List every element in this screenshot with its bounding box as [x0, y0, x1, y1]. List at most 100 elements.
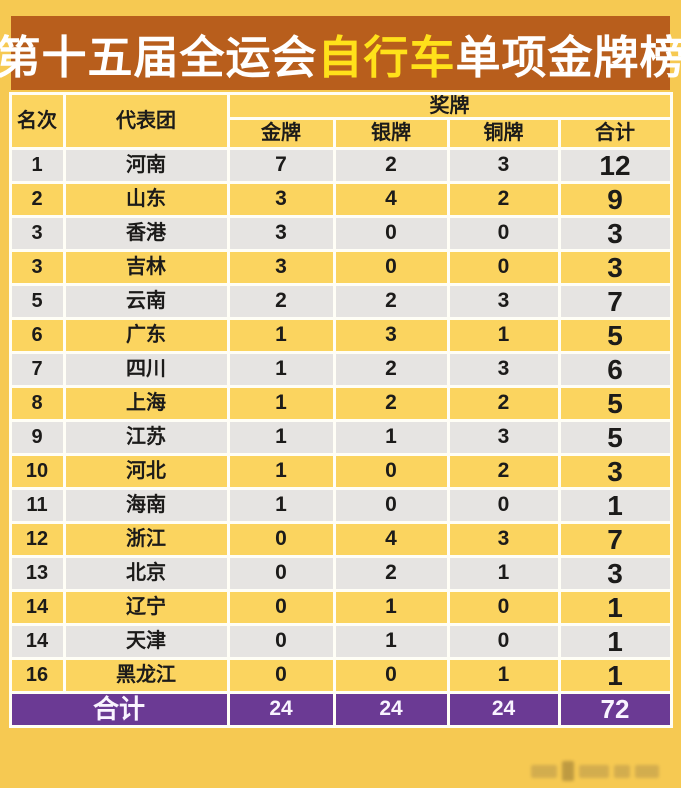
- footer-label: 合计: [11, 694, 227, 725]
- gold-cell: 0: [229, 592, 333, 623]
- header-sub-row: 金牌 银牌 铜牌 合计: [12, 120, 670, 147]
- gold-cell: 1: [229, 490, 333, 521]
- bronze-cell: 3: [449, 354, 558, 385]
- gold-cell: 7: [229, 150, 333, 181]
- bronze-cell: 0: [449, 592, 558, 623]
- delegation-cell: 四川: [65, 354, 227, 385]
- gold-cell: 1: [229, 354, 333, 385]
- footer-bronze-total: 24: [449, 694, 558, 725]
- total-cell: 1: [560, 592, 670, 623]
- header-rank: 名次: [11, 95, 63, 147]
- silver-cell: 0: [335, 218, 447, 249]
- bronze-cell: 3: [449, 422, 558, 453]
- delegation-cell: 海南: [65, 490, 227, 521]
- gold-cell: 1: [229, 456, 333, 487]
- gold-cell: 3: [229, 218, 333, 249]
- delegation-cell: 香港: [65, 218, 227, 249]
- table-body: 1 河南 7 2 3 12 2 山东 3 4 2 9 3 香港 3 0 0 3 …: [11, 150, 670, 691]
- table-row: 1 河南 7 2 3 12: [11, 150, 670, 181]
- header-medals-group: 奖牌: [229, 95, 670, 117]
- silver-cell: 2: [335, 150, 447, 181]
- bronze-cell: 2: [449, 456, 558, 487]
- rank-cell: 11: [11, 490, 63, 521]
- gold-cell: 1: [229, 388, 333, 419]
- footer-row: 合计 24 24 24 72: [11, 694, 670, 725]
- bronze-cell: 0: [449, 252, 558, 283]
- bronze-cell: 0: [449, 490, 558, 521]
- rank-cell: 6: [11, 320, 63, 351]
- table-row: 2 山东 3 4 2 9: [11, 184, 670, 215]
- delegation-cell: 河南: [65, 150, 227, 181]
- rank-cell: 5: [11, 286, 63, 317]
- rank-cell: 9: [11, 422, 63, 453]
- header-total: 合计: [560, 120, 670, 147]
- table-footer: 合计 24 24 24 72: [11, 694, 670, 725]
- table-row: 13 北京 0 2 1 3: [11, 558, 670, 589]
- total-cell: 1: [560, 626, 670, 657]
- table-row: 12 浙江 0 4 3 7: [11, 524, 670, 555]
- total-cell: 1: [560, 490, 670, 521]
- rank-cell: 7: [11, 354, 63, 385]
- gold-cell: 0: [229, 660, 333, 691]
- total-cell: 3: [560, 218, 670, 249]
- delegation-cell: 江苏: [65, 422, 227, 453]
- rank-cell: 14: [11, 592, 63, 623]
- total-cell: 12: [560, 150, 670, 181]
- footer-grand-total: 72: [560, 694, 670, 725]
- total-cell: 7: [560, 286, 670, 317]
- silver-cell: 0: [335, 660, 447, 691]
- table-row: 6 广东 1 3 1 5: [11, 320, 670, 351]
- gold-cell: 0: [229, 626, 333, 657]
- bronze-cell: 2: [449, 388, 558, 419]
- rank-cell: 3: [11, 218, 63, 249]
- table-row: 14 天津 0 1 0 1: [11, 626, 670, 657]
- gold-cell: 1: [229, 320, 333, 351]
- bronze-cell: 1: [449, 320, 558, 351]
- silver-cell: 2: [335, 558, 447, 589]
- total-cell: 1: [560, 660, 670, 691]
- silver-cell: 2: [335, 388, 447, 419]
- delegation-cell: 上海: [65, 388, 227, 419]
- total-cell: 7: [560, 524, 670, 555]
- delegation-cell: 广东: [65, 320, 227, 351]
- gold-cell: 0: [229, 558, 333, 589]
- footer-silver-total: 24: [335, 694, 447, 725]
- table-row: 5 云南 2 2 3 7: [11, 286, 670, 317]
- delegation-cell: 天津: [65, 626, 227, 657]
- silver-cell: 0: [335, 490, 447, 521]
- delegation-cell: 河北: [65, 456, 227, 487]
- bronze-cell: 0: [449, 626, 558, 657]
- total-cell: 3: [560, 456, 670, 487]
- header-silver: 银牌: [335, 120, 447, 147]
- bronze-cell: 2: [449, 184, 558, 215]
- bronze-cell: 1: [449, 660, 558, 691]
- rank-cell: 2: [11, 184, 63, 215]
- delegation-cell: 云南: [65, 286, 227, 317]
- delegation-cell: 黑龙江: [65, 660, 227, 691]
- gold-cell: 0: [229, 524, 333, 555]
- header-bronze: 铜牌: [449, 120, 558, 147]
- watermark: [531, 761, 659, 781]
- total-cell: 5: [560, 388, 670, 419]
- silver-cell: 4: [335, 184, 447, 215]
- rank-cell: 1: [11, 150, 63, 181]
- rank-cell: 13: [11, 558, 63, 589]
- table-header: 名次 代表团 奖牌 金牌 银牌 铜牌 合计: [11, 95, 670, 147]
- delegation-cell: 浙江: [65, 524, 227, 555]
- header-gold: 金牌: [229, 120, 333, 147]
- rank-cell: 14: [11, 626, 63, 657]
- silver-cell: 0: [335, 456, 447, 487]
- silver-cell: 1: [335, 626, 447, 657]
- silver-cell: 3: [335, 320, 447, 351]
- bronze-cell: 1: [449, 558, 558, 589]
- title-highlight: 自行车: [317, 31, 456, 83]
- silver-cell: 0: [335, 252, 447, 283]
- delegation-cell: 辽宁: [65, 592, 227, 623]
- rank-cell: 16: [11, 660, 63, 691]
- table-row: 8 上海 1 2 2 5: [11, 388, 670, 419]
- delegation-cell: 吉林: [65, 252, 227, 283]
- gold-cell: 3: [229, 252, 333, 283]
- rank-cell: 3: [11, 252, 63, 283]
- table-row: 3 香港 3 0 0 3: [11, 218, 670, 249]
- silver-cell: 1: [335, 422, 447, 453]
